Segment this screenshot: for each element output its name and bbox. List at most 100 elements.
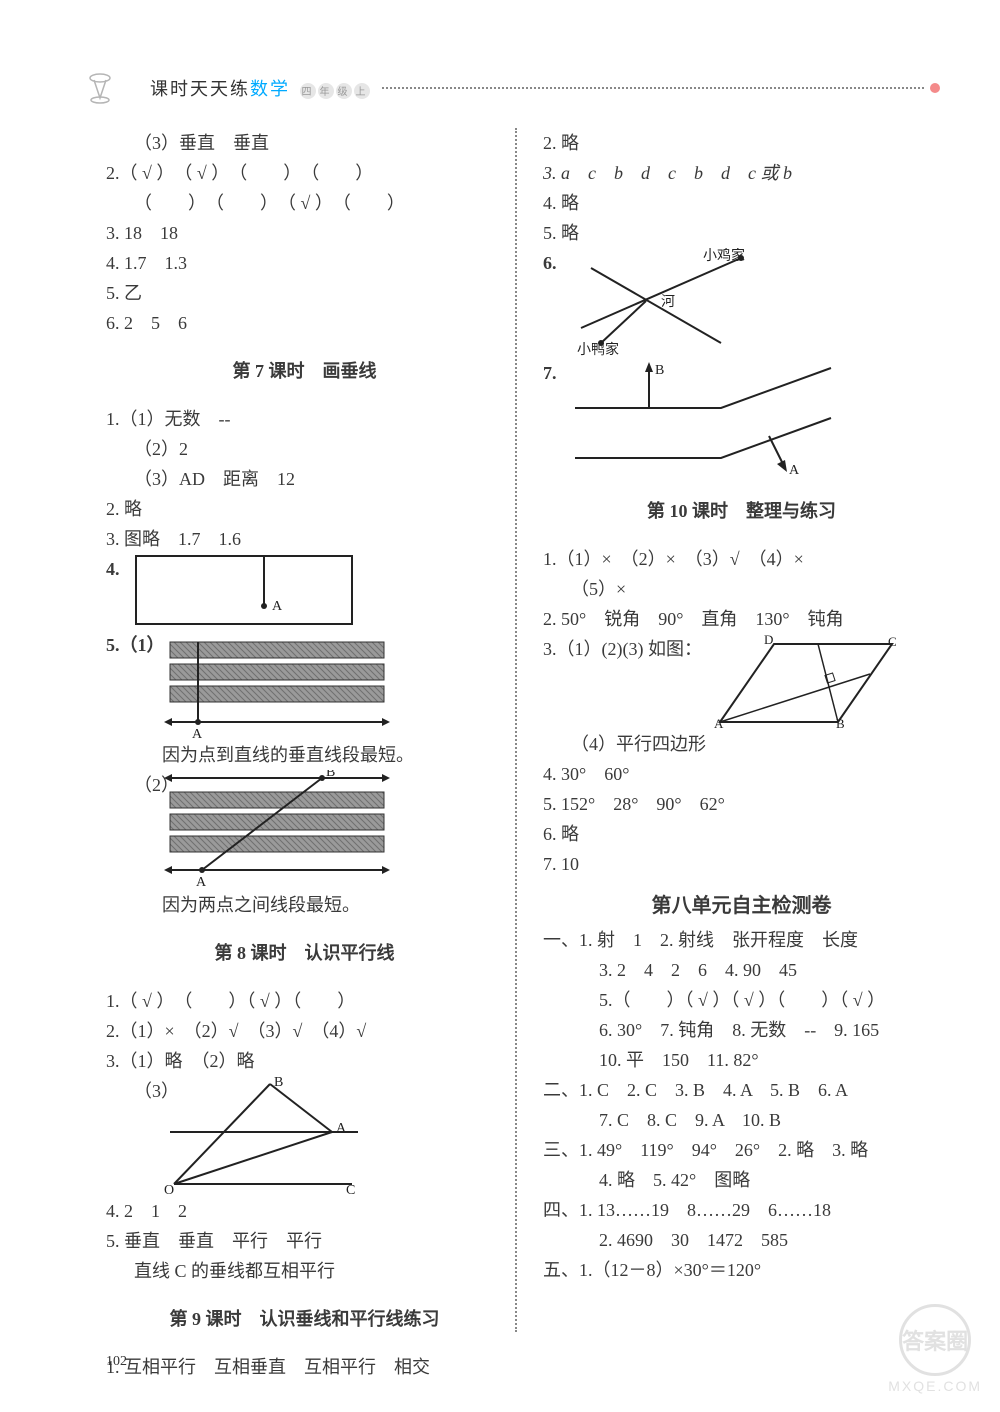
text-line: 4. 略 5. 42° 图略 — [543, 1165, 940, 1195]
page-body: （3）垂直 垂直 2.（ √ ） （ √ ） （ ） （ ） （ ） （ ） （… — [106, 128, 940, 1332]
page-number: 102 — [106, 1354, 127, 1370]
figure-strips-diagonal: B A — [162, 770, 392, 890]
watermark-circle: 答案圈 — [899, 1304, 971, 1376]
svg-text:C: C — [346, 1183, 355, 1196]
text-line: 5. 152° 28° 90° 62° — [543, 789, 940, 819]
text-line: 四、1. 13……19 8……29 6……18 — [543, 1195, 940, 1225]
text-line: （3）垂直 垂直 — [106, 128, 503, 158]
item-number: （3） — [106, 1076, 162, 1106]
text-line: （5）× — [543, 574, 940, 604]
watermark-url: MXQE.COM — [888, 1378, 982, 1394]
text-line: 3.（1）(2)(3) 如图： — [543, 634, 702, 664]
text-line: 直线 C 的垂线都互相平行 — [106, 1256, 503, 1286]
text-line: （3）AD 距离 12 — [106, 464, 503, 494]
figure-parallelogram: A B C D — [710, 634, 900, 729]
svg-text:A: A — [789, 463, 800, 478]
figure-angle-obc: O C B A — [162, 1076, 362, 1196]
svg-text:河: 河 — [661, 294, 675, 310]
figure-rectangle-point: A — [134, 554, 354, 626]
svg-text:小鸭家: 小鸭家 — [577, 341, 619, 358]
grade-circle: 级 — [336, 83, 352, 99]
watermark: 答案圈 MXQE.COM — [888, 1304, 982, 1394]
text-line: 4. 30° 60° — [543, 759, 940, 789]
text-line: （4）平行四边形 — [543, 729, 940, 759]
svg-text:A: A — [272, 599, 283, 614]
text-line: 7. 10 — [543, 849, 940, 879]
text-line: 1.（1）无数 -- — [106, 404, 503, 434]
section-title: 第 8 课时 认识平行线 — [106, 938, 503, 968]
right-column: 2. 略 3. a c b d c b d c 或 b 4. 略 5. 略 6.… — [523, 128, 940, 1332]
item-number: 5.（1） — [106, 630, 162, 660]
header-dots — [382, 87, 925, 89]
text-line: 2. 4690 30 1472 585 — [543, 1225, 940, 1255]
text-line: 4. 2 1 2 — [106, 1196, 503, 1226]
text-line: 3. 图略 1.7 1.6 — [106, 524, 503, 554]
svg-text:B: B — [836, 716, 845, 729]
svg-text:小鸡家: 小鸡家 — [703, 248, 745, 264]
grade-circle: 四 — [300, 83, 316, 99]
text-line: 1. 互相平行 互相垂直 互相平行 相交 — [106, 1352, 503, 1382]
figure-caption: 因为两点之间线段最短。 — [106, 890, 503, 920]
text-line: 2. 略 — [543, 128, 940, 158]
section-title: 第 10 课时 整理与练习 — [543, 496, 940, 526]
text-line: 5. 略 — [543, 218, 940, 248]
item-number: 7. — [543, 358, 571, 388]
figure-strips-perp: A — [162, 630, 392, 740]
svg-text:D: D — [764, 634, 773, 647]
text-line: 6. 30° 7. 钝角 8. 无数 -- 9. 165 — [543, 1015, 940, 1045]
text-line: 1.（ √ ） （ ）（ √ ）（ ） — [106, 986, 503, 1016]
figure-caption: 因为点到直线的垂直线段最短。 — [106, 740, 503, 770]
text-line: （2）2 — [106, 434, 503, 464]
grade-circle: 上 — [354, 83, 370, 99]
section-title: 第 7 课时 画垂线 — [106, 356, 503, 386]
text-line: 3.（1）略 （2）略 — [106, 1046, 503, 1076]
header-end-dot — [930, 83, 940, 93]
text-line: 二、1. C 2. C 3. B 4. A 5. B 6. A — [543, 1075, 940, 1105]
text-line: 4. 略 — [543, 188, 940, 218]
text-line: （ ） （ ） （ √ ） （ ） — [106, 188, 503, 218]
left-column: （3）垂直 垂直 2.（ √ ） （ √ ） （ ） （ ） （ ） （ ） （… — [106, 128, 523, 1332]
header-lamp-icon — [80, 68, 120, 108]
svg-text:O: O — [164, 1183, 174, 1196]
text-line: 2. 略 — [106, 494, 503, 524]
header-grade-circles: 四 年 级 上 — [300, 83, 370, 99]
page-header: 课时天天练数学 四 年 级 上 — [80, 68, 940, 108]
text-line: 4. 1.7 1.3 — [106, 248, 503, 278]
text-line: 2. 50° 锐角 90° 直角 130° 钝角 — [543, 604, 940, 634]
text-line: 1.（1）× （2）× （3）√ （4）× — [543, 544, 940, 574]
text-line: 6. 2 5 6 — [106, 308, 503, 338]
figure-intersection: 小鸡家 河 小鸭家 — [571, 248, 771, 358]
svg-text:B: B — [274, 1076, 283, 1090]
text-line: 7. C 8. C 9. A 10. B — [543, 1105, 940, 1135]
text-line: 5. 垂直 垂直 平行 平行 — [106, 1226, 503, 1256]
item-number: 6. — [543, 248, 571, 278]
section-title: 第 9 课时 认识垂线和平行线练习 — [106, 1304, 503, 1334]
test-title: 第八单元自主检测卷 — [543, 891, 940, 921]
text-line: 一、1. 射 1 2. 射线 张开程度 长度 — [543, 925, 940, 955]
text-line: 5.（ ）（ √ ）（ √ ）（ ）（ √ ） — [543, 985, 940, 1015]
text-line: 2.（1）× （2）√ （3）√ （4）√ — [106, 1016, 503, 1046]
text-line: 3. a c b d c b d c 或 b — [543, 158, 940, 188]
svg-text:A: A — [192, 727, 203, 740]
text-line: 10. 平 150 11. 82° — [543, 1045, 940, 1075]
item-number: 4. — [106, 554, 134, 584]
text-line: 6. 略 — [543, 819, 940, 849]
text-line: 2.（ √ ） （ √ ） （ ） （ ） — [106, 158, 503, 188]
text-line: 3. 2 4 2 6 4. 90 45 — [543, 955, 940, 985]
item-number: （2） — [106, 770, 162, 800]
svg-text:A: A — [714, 716, 724, 729]
text-line: 三、1. 49° 119° 94° 26° 2. 略 3. 略 — [543, 1135, 940, 1165]
svg-text:A: A — [196, 875, 207, 890]
header-title-prefix: 课时天天练 — [150, 79, 250, 99]
text-line: 5. 乙 — [106, 278, 503, 308]
svg-text:A: A — [336, 1121, 347, 1136]
svg-text:C: C — [888, 634, 897, 649]
header-title-accent: 数学 — [250, 79, 290, 99]
svg-text:B: B — [326, 770, 335, 780]
grade-circle: 年 — [318, 83, 334, 99]
text-line: 五、1.（12－8）×30°＝120° — [543, 1255, 940, 1285]
text-line: 3. 18 18 — [106, 218, 503, 248]
svg-text:B: B — [655, 363, 664, 378]
header-title: 课时天天练数学 四 年 级 上 — [150, 75, 370, 101]
figure-river-bank: B A — [571, 358, 861, 478]
